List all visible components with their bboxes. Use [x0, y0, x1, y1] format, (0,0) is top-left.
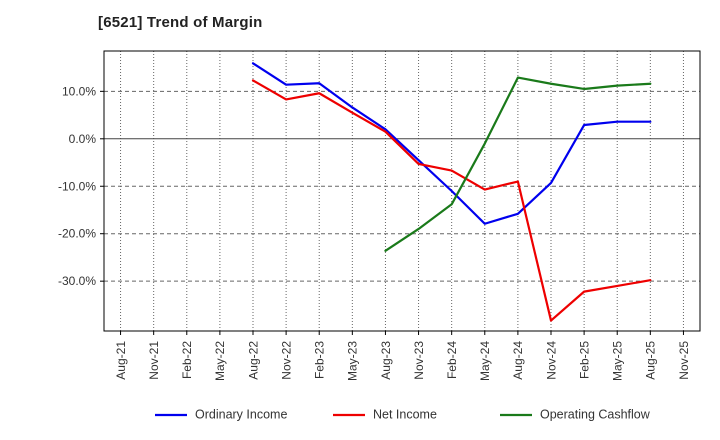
x-axis-tick-label: Aug-23	[379, 341, 393, 380]
x-axis-tick-label: Feb-22	[180, 341, 194, 379]
y-axis-tick-labels: 10.0% 0.0% -10.0% -20.0% -30.0%	[58, 84, 104, 288]
axes	[103, 50, 701, 332]
chart-title: [6521] Trend of Margin	[98, 14, 263, 31]
series-line-operating-cashflow	[384, 76, 652, 252]
x-axis-tick-label: Aug-22	[246, 341, 260, 380]
legend-label-net-income: Net Income	[373, 407, 437, 421]
y-axis-tick-label: -20.0%	[58, 227, 96, 241]
x-axis-tick-label: Nov-25	[677, 341, 691, 380]
x-axis-tick-label: Aug-21	[114, 341, 128, 380]
x-axis-tick-label: Feb-24	[445, 341, 459, 379]
y-axis-tick-label: -10.0%	[58, 179, 96, 193]
x-axis-tick-labels: Aug-21 Nov-21 Feb-22 May-22 Aug-22 Nov-22 Feb-…	[114, 331, 691, 381]
x-axis-tick-label: Aug-25	[644, 341, 658, 380]
legend-label-operating-cashflow: Operating Cashflow	[540, 407, 651, 421]
x-axis-tick-label: May-22	[213, 341, 227, 381]
y-axis-tick-label: 0.0%	[69, 132, 97, 146]
y-axis-tick-label: 10.0%	[62, 84, 96, 98]
x-axis-tick-label: Aug-24	[511, 341, 525, 380]
plot-frame	[103, 50, 701, 332]
legend-label-ordinary-income: Ordinary Income	[195, 407, 287, 421]
chart-legend: Ordinary Income Net Income Operating Cashf…	[155, 407, 651, 421]
x-axis-tick-label: Nov-24	[544, 341, 558, 380]
y-axis-tick-label: -30.0%	[58, 274, 96, 288]
x-axis-tick-label: Nov-23	[412, 341, 426, 380]
series-line-net-income	[251, 79, 652, 322]
x-axis-tick-label: Nov-22	[279, 341, 293, 380]
gridlines	[104, 51, 700, 331]
x-axis-tick-label: Feb-23	[313, 341, 327, 379]
x-axis-tick-label: May-25	[611, 341, 625, 381]
x-axis-tick-label: Nov-21	[147, 341, 161, 380]
x-axis-tick-label: May-23	[346, 341, 360, 381]
x-axis-tick-label: May-24	[478, 341, 492, 381]
series-line-ordinary-income	[251, 62, 652, 225]
series-lines	[251, 62, 652, 322]
x-axis-tick-label: Feb-25	[577, 341, 591, 379]
